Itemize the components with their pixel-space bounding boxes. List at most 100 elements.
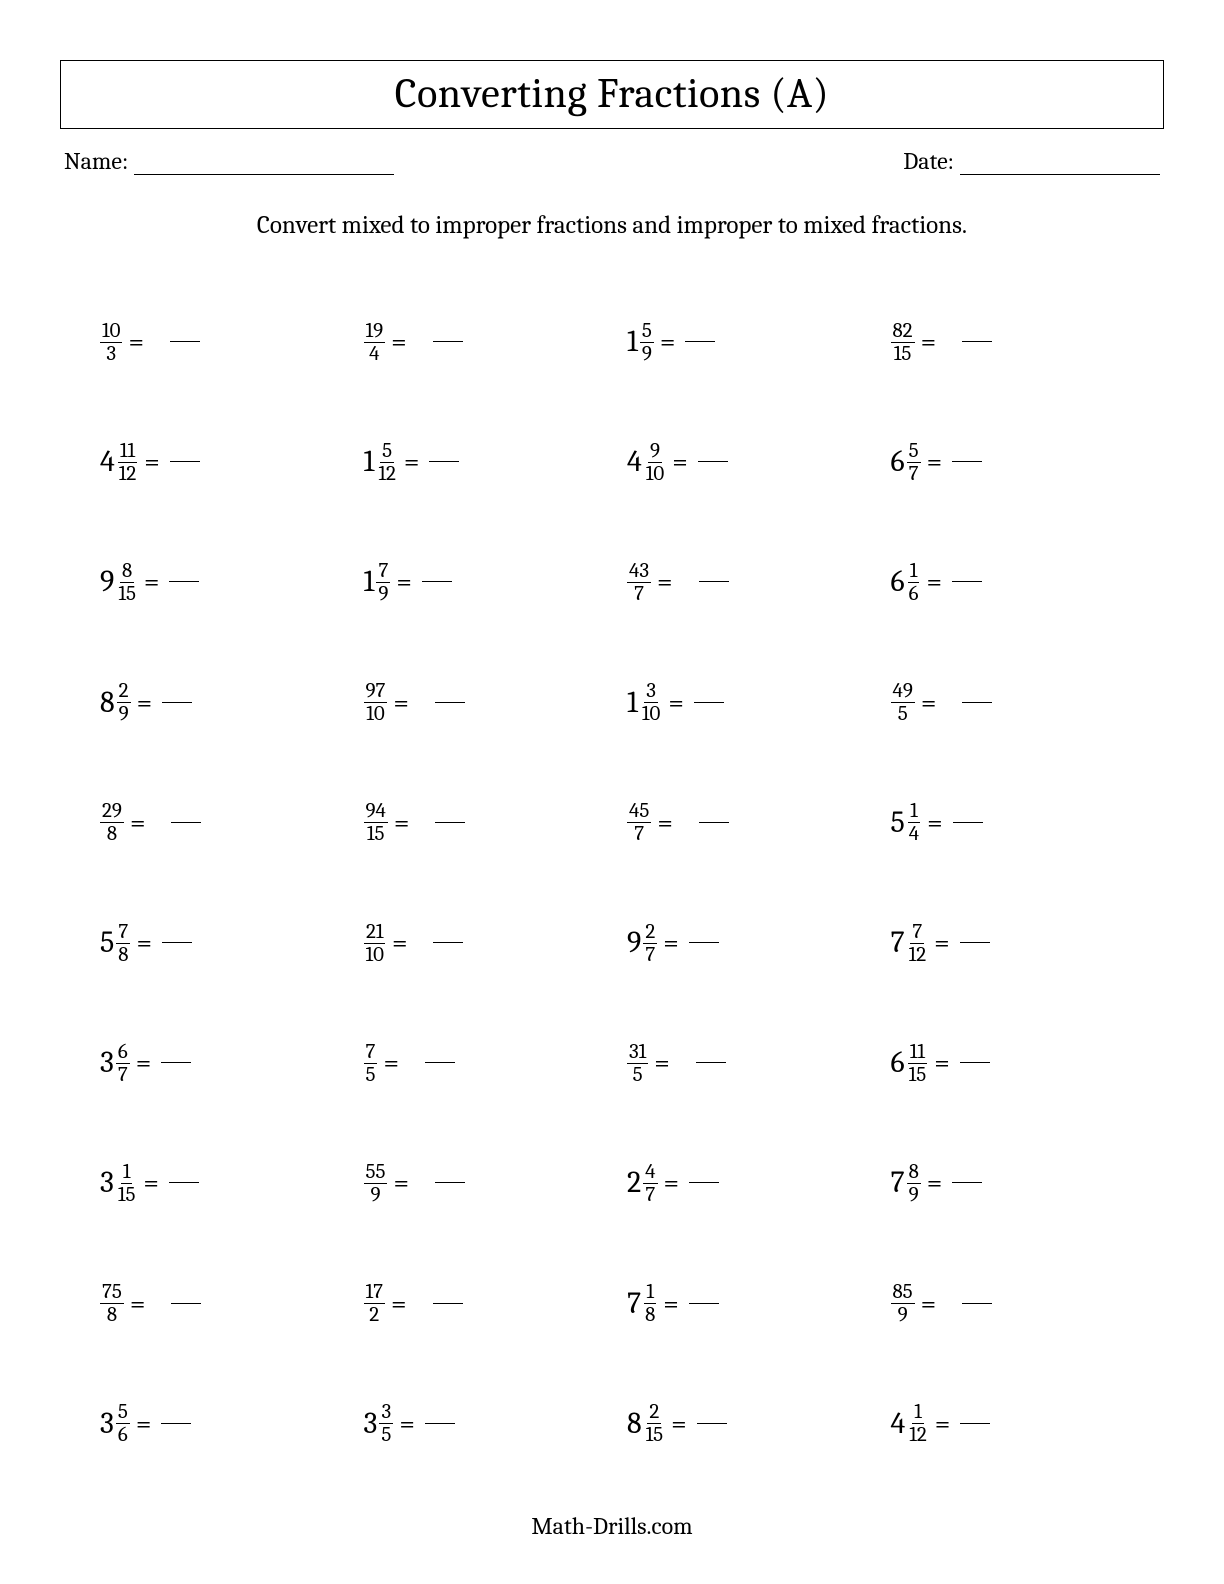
answer-fraction-blank[interactable] bbox=[170, 439, 200, 485]
answer-fraction-blank[interactable] bbox=[694, 680, 724, 726]
answer-denominator-blank[interactable] bbox=[170, 342, 200, 365]
answer-denominator-blank[interactable] bbox=[433, 1304, 463, 1327]
answer-whole-blank[interactable] bbox=[946, 1288, 960, 1319]
answer-whole-blank[interactable] bbox=[946, 327, 960, 358]
answer-numerator-blank[interactable] bbox=[433, 1281, 463, 1304]
answer-fraction-blank[interactable] bbox=[960, 1401, 990, 1447]
answer-fraction-blank[interactable] bbox=[162, 680, 192, 726]
answer-fraction-blank[interactable] bbox=[698, 439, 728, 485]
answer-denominator-blank[interactable] bbox=[962, 703, 992, 726]
answer-numerator-blank[interactable] bbox=[689, 1281, 719, 1304]
answer-denominator-blank[interactable] bbox=[435, 703, 465, 726]
answer-numerator-blank[interactable] bbox=[696, 1040, 726, 1063]
answer-numerator-blank[interactable] bbox=[689, 1160, 719, 1183]
answer-denominator-blank[interactable] bbox=[422, 582, 452, 605]
answer-fraction-blank[interactable] bbox=[962, 680, 992, 726]
answer-denominator-blank[interactable] bbox=[169, 582, 199, 605]
answer-denominator-blank[interactable] bbox=[689, 943, 719, 966]
answer-numerator-blank[interactable] bbox=[962, 1281, 992, 1304]
date-blank[interactable] bbox=[960, 149, 1160, 175]
answer-fraction-blank[interactable] bbox=[435, 800, 465, 846]
answer-numerator-blank[interactable] bbox=[699, 800, 729, 823]
answer-numerator-blank[interactable] bbox=[162, 920, 192, 943]
answer-numerator-blank[interactable] bbox=[952, 439, 982, 462]
answer-fraction-blank[interactable] bbox=[952, 439, 982, 485]
answer-numerator-blank[interactable] bbox=[689, 920, 719, 943]
answer-whole-blank[interactable] bbox=[417, 1288, 431, 1319]
answer-denominator-blank[interactable] bbox=[952, 582, 982, 605]
answer-fraction-blank[interactable] bbox=[169, 1160, 199, 1206]
answer-numerator-blank[interactable] bbox=[162, 680, 192, 703]
answer-denominator-blank[interactable] bbox=[698, 462, 728, 485]
answer-numerator-blank[interactable] bbox=[685, 319, 715, 342]
answer-fraction-blank[interactable] bbox=[169, 559, 199, 605]
answer-fraction-blank[interactable] bbox=[162, 920, 192, 966]
answer-denominator-blank[interactable] bbox=[433, 342, 463, 365]
answer-denominator-blank[interactable] bbox=[960, 1063, 990, 1086]
answer-denominator-blank[interactable] bbox=[962, 342, 992, 365]
answer-numerator-blank[interactable] bbox=[698, 439, 728, 462]
answer-fraction-blank[interactable] bbox=[689, 920, 719, 966]
answer-fraction-blank[interactable] bbox=[433, 920, 463, 966]
answer-fraction-blank[interactable] bbox=[689, 1160, 719, 1206]
answer-denominator-blank[interactable] bbox=[699, 582, 729, 605]
answer-fraction-blank[interactable] bbox=[696, 1040, 726, 1086]
answer-numerator-blank[interactable] bbox=[170, 319, 200, 342]
answer-numerator-blank[interactable] bbox=[429, 439, 459, 462]
answer-fraction-blank[interactable] bbox=[962, 1281, 992, 1327]
answer-numerator-blank[interactable] bbox=[425, 1401, 455, 1424]
answer-denominator-blank[interactable] bbox=[161, 1424, 191, 1447]
answer-whole-blank[interactable] bbox=[680, 1048, 694, 1079]
answer-numerator-blank[interactable] bbox=[697, 1401, 727, 1424]
name-blank[interactable] bbox=[134, 149, 394, 175]
answer-numerator-blank[interactable] bbox=[171, 800, 201, 823]
answer-denominator-blank[interactable] bbox=[953, 823, 983, 846]
answer-denominator-blank[interactable] bbox=[435, 1183, 465, 1206]
answer-whole-blank[interactable] bbox=[419, 687, 433, 718]
answer-denominator-blank[interactable] bbox=[161, 1063, 191, 1086]
answer-fraction-blank[interactable] bbox=[953, 800, 983, 846]
answer-denominator-blank[interactable] bbox=[435, 823, 465, 846]
answer-numerator-blank[interactable] bbox=[171, 1281, 201, 1304]
answer-denominator-blank[interactable] bbox=[696, 1063, 726, 1086]
answer-denominator-blank[interactable] bbox=[162, 943, 192, 966]
answer-whole-blank[interactable] bbox=[417, 927, 431, 958]
answer-numerator-blank[interactable] bbox=[953, 800, 983, 823]
answer-fraction-blank[interactable] bbox=[685, 319, 715, 365]
answer-numerator-blank[interactable] bbox=[170, 439, 200, 462]
answer-whole-blank[interactable] bbox=[683, 567, 697, 598]
answer-numerator-blank[interactable] bbox=[694, 680, 724, 703]
answer-numerator-blank[interactable] bbox=[435, 680, 465, 703]
answer-whole-blank[interactable] bbox=[155, 1288, 169, 1319]
answer-fraction-blank[interactable] bbox=[433, 1281, 463, 1327]
answer-numerator-blank[interactable] bbox=[960, 920, 990, 943]
answer-numerator-blank[interactable] bbox=[161, 1401, 191, 1424]
answer-denominator-blank[interactable] bbox=[689, 1304, 719, 1327]
answer-denominator-blank[interactable] bbox=[699, 823, 729, 846]
answer-numerator-blank[interactable] bbox=[169, 1160, 199, 1183]
answer-numerator-blank[interactable] bbox=[161, 1040, 191, 1063]
answer-whole-blank[interactable] bbox=[409, 1048, 423, 1079]
answer-fraction-blank[interactable] bbox=[433, 319, 463, 365]
answer-whole-blank[interactable] bbox=[683, 807, 697, 838]
answer-numerator-blank[interactable] bbox=[435, 800, 465, 823]
answer-numerator-blank[interactable] bbox=[962, 680, 992, 703]
answer-numerator-blank[interactable] bbox=[433, 319, 463, 342]
answer-numerator-blank[interactable] bbox=[699, 559, 729, 582]
answer-numerator-blank[interactable] bbox=[960, 1401, 990, 1424]
answer-denominator-blank[interactable] bbox=[685, 342, 715, 365]
answer-denominator-blank[interactable] bbox=[962, 1304, 992, 1327]
answer-numerator-blank[interactable] bbox=[435, 1160, 465, 1183]
answer-whole-blank[interactable] bbox=[419, 807, 433, 838]
answer-denominator-blank[interactable] bbox=[960, 943, 990, 966]
answer-numerator-blank[interactable] bbox=[422, 559, 452, 582]
answer-fraction-blank[interactable] bbox=[952, 1160, 982, 1206]
answer-fraction-blank[interactable] bbox=[161, 1040, 191, 1086]
answer-numerator-blank[interactable] bbox=[952, 559, 982, 582]
answer-denominator-blank[interactable] bbox=[960, 1424, 990, 1447]
answer-denominator-blank[interactable] bbox=[169, 1183, 199, 1206]
answer-whole-blank[interactable] bbox=[155, 807, 169, 838]
answer-denominator-blank[interactable] bbox=[425, 1063, 455, 1086]
answer-denominator-blank[interactable] bbox=[694, 703, 724, 726]
answer-denominator-blank[interactable] bbox=[170, 462, 200, 485]
